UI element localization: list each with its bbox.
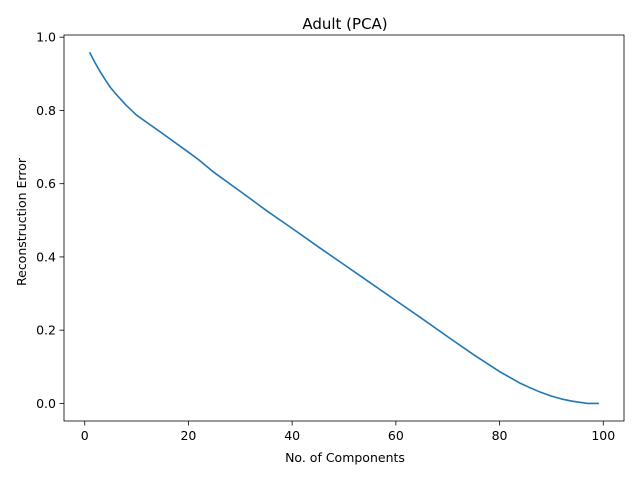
axes-frame [63, 34, 625, 422]
chart-title: Adult (PCA) [302, 15, 387, 33]
y-tick-label: 0.2 [36, 323, 56, 338]
axis-ticks: 0 20 40 60 80 100 0.0 0.2 0.4 0.6 0.8 1.0 [36, 30, 615, 443]
x-tick-label: 100 [591, 428, 615, 443]
x-tick-label: 60 [388, 428, 404, 443]
x-tick-label: 0 [81, 428, 89, 443]
plot-area [88, 51, 599, 405]
y-tick-label: 1.0 [36, 30, 56, 45]
y-tick-label: 0.4 [36, 249, 56, 264]
x-tick-label: 40 [284, 428, 300, 443]
x-axis-label: No. of Components [285, 450, 405, 465]
series-line [88, 51, 599, 405]
y-tick-label: 0.8 [36, 103, 56, 118]
x-tick-label: 20 [180, 428, 196, 443]
y-tick-label: 0.0 [36, 396, 56, 411]
y-axis-label: Reconstruction Error [14, 157, 29, 286]
y-tick-label: 0.6 [36, 176, 56, 191]
x-tick-label: 80 [492, 428, 508, 443]
